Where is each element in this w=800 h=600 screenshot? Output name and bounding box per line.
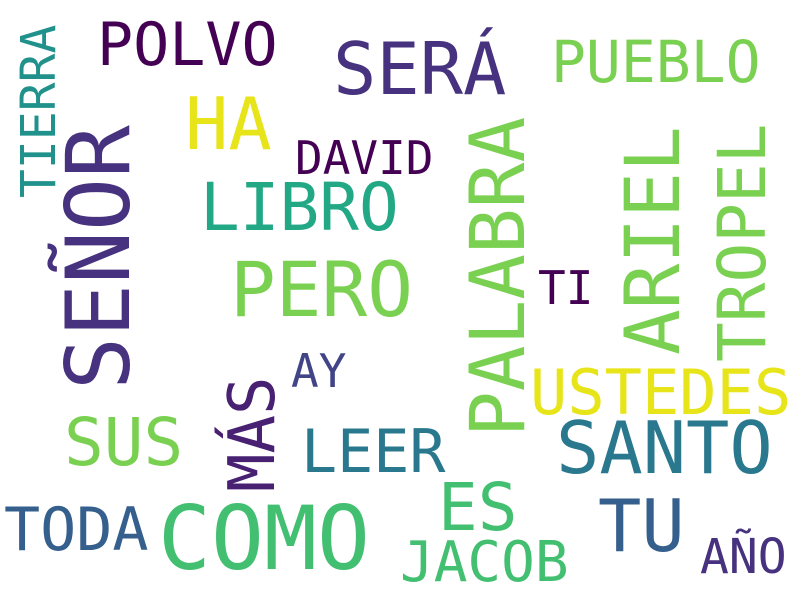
word-david: DAVID <box>295 131 434 185</box>
word-palabra: PALABRA <box>453 116 542 437</box>
word-pueblo: PUEBLO <box>551 28 761 96</box>
word-ano: AÑO <box>700 529 787 585</box>
word-santo: SANTO <box>556 406 773 490</box>
word-libro: LIBRO <box>200 169 399 246</box>
word-sus: SUS <box>64 404 184 481</box>
word-toda: TODA <box>4 495 149 565</box>
word-es: ES <box>438 469 518 546</box>
word-ha: HA <box>185 82 272 166</box>
word-senor: SEÑOR <box>47 125 150 390</box>
word-polvo: POLVO <box>97 10 278 80</box>
word-leer: LEER <box>301 417 446 487</box>
word-ti: TI <box>538 261 594 315</box>
word-tu: TU <box>598 484 685 568</box>
word-como: COMO <box>158 487 370 590</box>
word-sera: SERÁ <box>333 27 507 111</box>
word-mas: MÁS <box>216 376 290 492</box>
word-ustedes: USTEDES <box>530 356 792 429</box>
word-tropel: TROPEL <box>704 123 781 362</box>
word-jacob: JACOB <box>400 530 569 595</box>
word-ariel: ARIEL <box>608 126 697 355</box>
word-ay: AY <box>291 344 347 398</box>
word-pero: PERO <box>230 245 414 334</box>
